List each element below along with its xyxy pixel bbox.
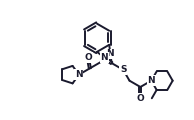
Text: S: S xyxy=(120,65,126,74)
Text: N: N xyxy=(100,53,108,62)
Text: N: N xyxy=(75,70,83,79)
Text: O: O xyxy=(137,94,144,103)
Text: N: N xyxy=(147,76,155,85)
Text: O: O xyxy=(84,53,92,62)
Text: N: N xyxy=(107,49,114,58)
